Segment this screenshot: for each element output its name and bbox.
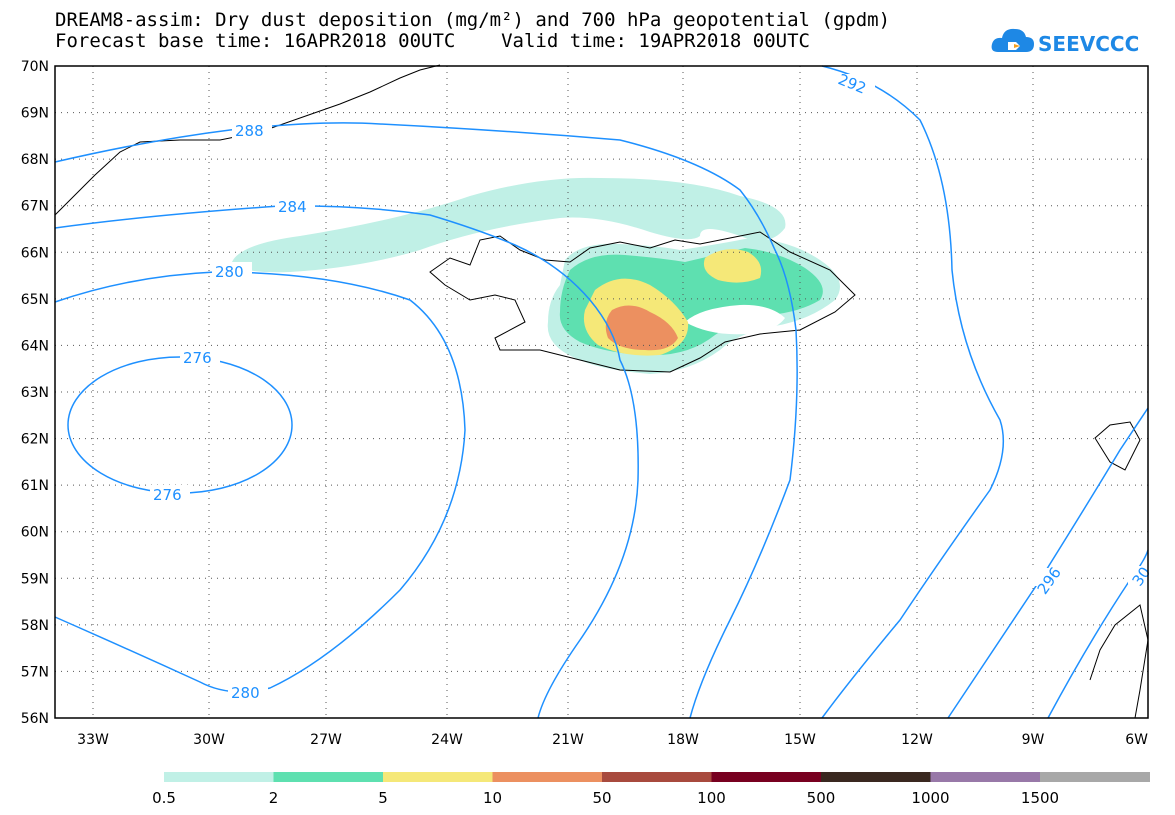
faroe-coast: [1094, 421, 1141, 471]
legend-swatch: [383, 772, 493, 782]
legend-swatch: [711, 772, 822, 782]
latitude-label: 65N: [21, 292, 49, 308]
contour-288: [54, 122, 797, 331]
longitude-label: 30W: [193, 732, 225, 748]
contour-label: 276: [183, 349, 212, 367]
contour-label: 288: [235, 122, 264, 140]
contour-label: 280: [215, 263, 244, 281]
contour-288b: [689, 329, 798, 719]
contour-label-group: 288 284 280 276 276 280 292 296 30: [150, 70, 1154, 702]
latitude-label: 58N: [21, 618, 49, 634]
cloud-icon: [991, 28, 1034, 52]
latitude-label: 68N: [21, 152, 49, 168]
legend-label: 500: [807, 789, 836, 807]
color-legend: 0.5 2 5 10 50 100 500 1000 1500: [152, 772, 1150, 807]
latitude-label: 69N: [21, 106, 49, 122]
longitude-label: 33W: [77, 732, 109, 748]
longitude-label: 24W: [431, 732, 463, 748]
longitude-label: 6W: [1125, 732, 1148, 748]
logo: SEEVCCC: [991, 28, 1139, 56]
dust-deposition-field: [232, 177, 840, 374]
latitude-label: 62N: [21, 432, 49, 448]
legend-label: 2: [269, 789, 279, 807]
legend-label: 5: [378, 789, 388, 807]
latitude-label: 63N: [21, 385, 49, 401]
latitude-label: 60N: [21, 525, 49, 541]
contour-label: 276: [153, 486, 182, 504]
latitude-label: 64N: [21, 338, 49, 354]
legend-label: 100: [697, 789, 726, 807]
longitude-label: 21W: [552, 732, 584, 748]
longitude-label: 9W: [1022, 732, 1045, 748]
longitude-label: 12W: [901, 732, 933, 748]
map-title: DREAM8-assim: Dry dust deposition (mg/m²…: [55, 9, 891, 31]
dust-hole: [685, 304, 785, 335]
longitude-labels: 33W 30W 27W 24W 21W 18W 15W 12W 9W 6W: [77, 732, 1148, 748]
latitude-label: 70N: [21, 59, 49, 75]
scotland-coast: [1089, 604, 1149, 719]
legend-swatch: [930, 772, 1041, 782]
dust-area-5b: [703, 249, 762, 283]
legend-label: 0.5: [152, 789, 176, 807]
contour-276: [67, 356, 293, 494]
latitude-label: 66N: [21, 245, 49, 261]
legend-label: 1500: [1021, 789, 1059, 807]
contour-296: [947, 407, 1149, 719]
dust-band-0.5: [232, 177, 786, 273]
latitude-label: 57N: [21, 664, 49, 680]
longitude-label: 18W: [667, 732, 699, 748]
legend-swatch: [492, 772, 603, 782]
latitude-label: 59N: [21, 571, 49, 587]
map-subtitle: Forecast base time: 16APR2018 00UTC Vali…: [55, 30, 810, 52]
dust-area-10: [605, 305, 678, 351]
latitude-labels: 70N 69N 68N 67N 66N 65N 64N 63N 62N 61N 60N 59N 58N 5…: [21, 59, 49, 727]
greenland-coast: [54, 64, 441, 216]
latitude-label: 61N: [21, 478, 49, 494]
legend-swatch: [164, 772, 274, 782]
contour-300: [1047, 549, 1149, 719]
legend-swatch: [602, 772, 712, 782]
legend-swatch: [273, 772, 384, 782]
legend-label: 50: [592, 789, 611, 807]
legend-swatch: [1040, 772, 1150, 782]
longitude-label: 15W: [784, 732, 816, 748]
legend-label: 10: [483, 789, 502, 807]
latitude-label: 67N: [21, 199, 49, 215]
logo-text: SEEVCCC: [1038, 32, 1139, 56]
legend-label: 1000: [911, 789, 949, 807]
contour-292: [821, 65, 1005, 719]
map-frame: [54, 65, 1149, 719]
graticule: [55, 66, 1148, 718]
contour-label: 280: [231, 684, 260, 702]
contour-label: 284: [278, 198, 307, 216]
latitude-label: 56N: [21, 711, 49, 727]
longitude-label: 27W: [310, 732, 342, 748]
legend-swatch: [821, 772, 931, 782]
